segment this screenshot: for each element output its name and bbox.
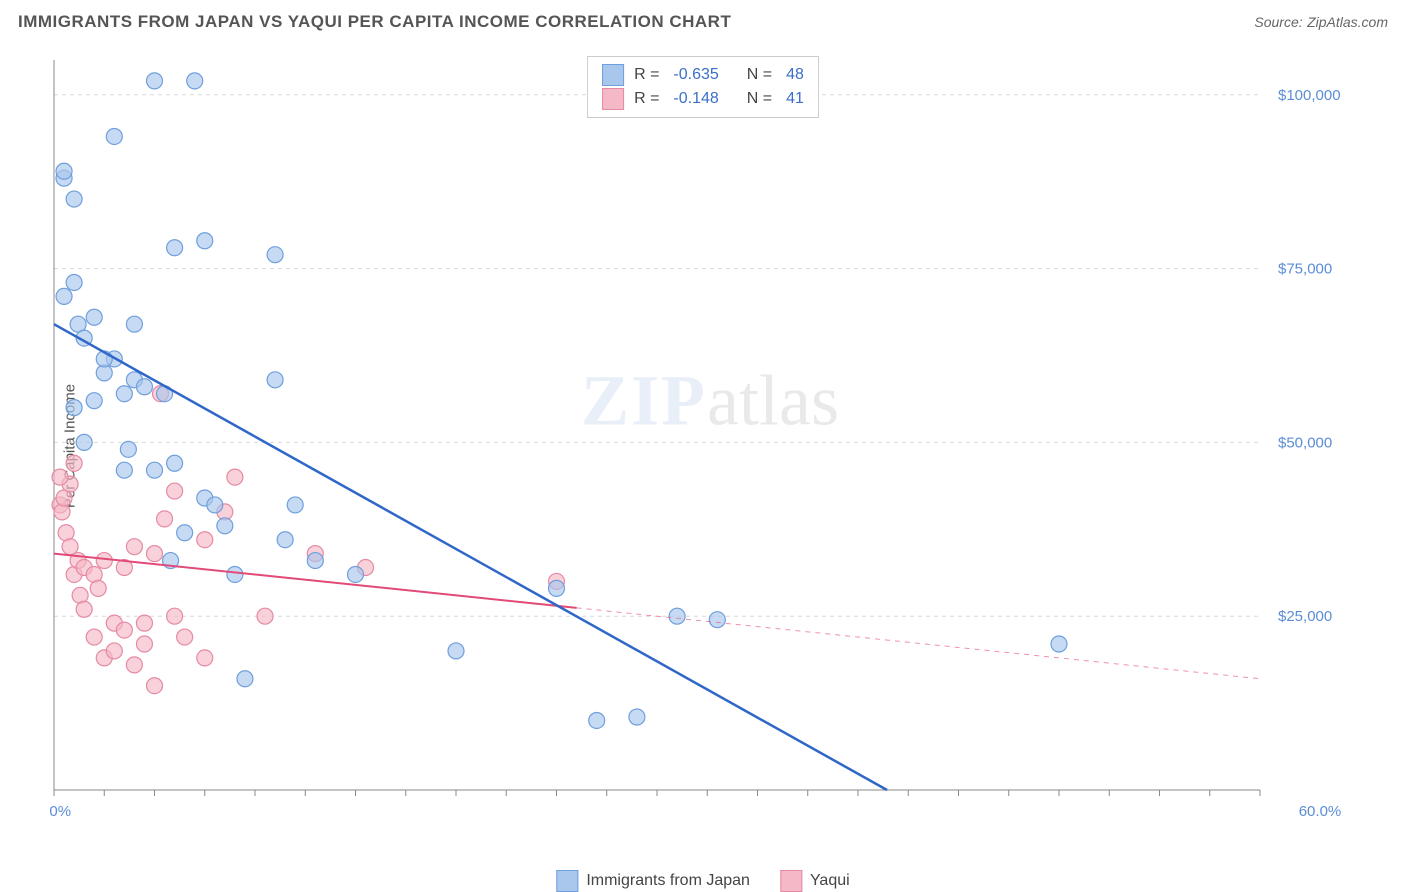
legend-item-series1: Immigrants from Japan: [556, 870, 750, 892]
chart-plot-area: $25,000$50,000$75,000$100,0000.0%60.0% Z…: [50, 50, 1370, 830]
series-legend: Immigrants from Japan Yaqui: [556, 870, 849, 892]
svg-text:$100,000: $100,000: [1278, 87, 1341, 104]
svg-text:$50,000: $50,000: [1278, 434, 1332, 451]
svg-text:$75,000: $75,000: [1278, 261, 1332, 278]
n-value-series2: 41: [786, 87, 804, 111]
swatch-series1: [602, 64, 624, 86]
n-value-series1: 48: [786, 63, 804, 87]
swatch-series1-icon: [556, 870, 578, 892]
svg-text:0.0%: 0.0%: [50, 803, 71, 820]
swatch-series2: [602, 88, 624, 110]
n-label: N =: [747, 87, 772, 111]
swatch-series2-icon: [780, 870, 802, 892]
n-label: N =: [747, 63, 772, 87]
chart-svg: $25,000 $50,000 $75,000 $100,000 0.0% 60.0%: [50, 50, 1370, 830]
r-value-series2: -0.148: [673, 87, 718, 111]
svg-text:60.0%: 60.0%: [1299, 803, 1342, 820]
legend-label-series2: Yaqui: [810, 872, 850, 890]
stats-row-series2: R = -0.148 N = 41: [602, 87, 804, 111]
stats-row-series1: R = -0.635 N = 48: [602, 63, 804, 87]
source-name: ZipAtlas.com: [1307, 14, 1388, 30]
svg-text:$25,000: $25,000: [1278, 608, 1332, 625]
chart-title: IMMIGRANTS FROM JAPAN VS YAQUI PER CAPIT…: [18, 12, 731, 32]
source-attribution: Source: ZipAtlas.com: [1254, 14, 1388, 32]
r-label: R =: [634, 63, 659, 87]
legend-label-series1: Immigrants from Japan: [586, 872, 750, 890]
legend-item-series2: Yaqui: [780, 870, 850, 892]
r-label: R =: [634, 87, 659, 111]
stats-legend: R = -0.635 N = 48 R = -0.148 N = 41: [587, 56, 819, 118]
r-value-series1: -0.635: [673, 63, 718, 87]
source-prefix: Source:: [1254, 14, 1302, 30]
